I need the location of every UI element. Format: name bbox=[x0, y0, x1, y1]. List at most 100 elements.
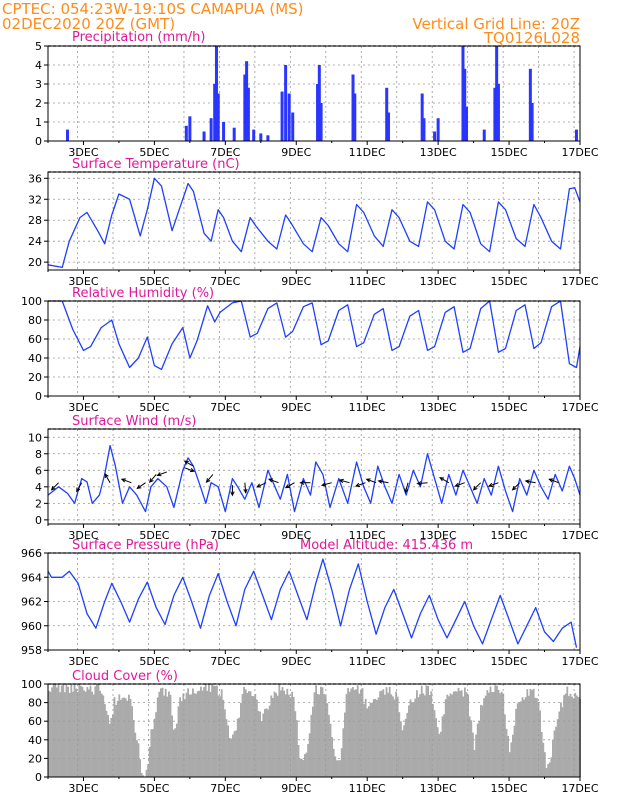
precip-bar bbox=[353, 93, 357, 141]
cloud-column bbox=[123, 697, 125, 777]
cloud-column bbox=[523, 699, 525, 777]
cloud-column bbox=[150, 729, 153, 777]
cloud-column bbox=[398, 712, 401, 777]
x-tick-label: 11DEC bbox=[349, 529, 386, 542]
cloud-column bbox=[249, 691, 252, 777]
cloud-column bbox=[556, 719, 559, 777]
cloud-column bbox=[432, 703, 434, 777]
wind-arrow-head bbox=[205, 478, 211, 483]
cloud-column bbox=[569, 693, 572, 777]
cloud-column bbox=[451, 694, 453, 777]
cloud-column bbox=[388, 686, 391, 777]
cloud-column bbox=[488, 692, 490, 777]
cloud-column bbox=[502, 693, 505, 777]
wind-arrow-head bbox=[354, 482, 361, 487]
cloud-column bbox=[70, 684, 73, 777]
cloud-column bbox=[160, 688, 162, 777]
cloud-column bbox=[344, 712, 346, 777]
cloud-column bbox=[544, 752, 546, 777]
wind-arrows bbox=[50, 460, 559, 497]
x-tick-label: 9DEC bbox=[281, 401, 311, 414]
y-tick-label: 0 bbox=[35, 514, 42, 527]
cloud-column bbox=[196, 691, 199, 777]
x-tick-label: 13DEC bbox=[420, 782, 457, 795]
wind-arrow-shaft bbox=[339, 479, 350, 484]
y-tick-label: 28 bbox=[28, 214, 42, 227]
precip-bar bbox=[246, 87, 250, 141]
panel-title: Relative Humidity (%) bbox=[72, 286, 214, 301]
cloud-column bbox=[513, 725, 516, 777]
y-tick-label: 6 bbox=[35, 464, 42, 477]
cloud-column bbox=[102, 695, 105, 777]
cloud-column bbox=[545, 767, 548, 777]
cloud-column bbox=[505, 728, 508, 777]
x-tick-label: 17DEC bbox=[561, 655, 598, 668]
cloud-column bbox=[136, 740, 138, 777]
cloud-column bbox=[76, 691, 79, 777]
cloud-column bbox=[278, 684, 281, 777]
cloud-column bbox=[371, 702, 373, 777]
cloud-column bbox=[574, 693, 577, 777]
grid bbox=[48, 684, 580, 777]
wind-arrow-shaft bbox=[268, 478, 279, 484]
cloud-column bbox=[182, 693, 185, 777]
cloud-column bbox=[339, 760, 341, 777]
cloud-column bbox=[326, 703, 329, 777]
cloud-column bbox=[272, 697, 274, 777]
y-tick-label: 964 bbox=[21, 571, 42, 584]
cloud-column bbox=[420, 685, 423, 777]
wind-arrow-shaft bbox=[285, 482, 295, 489]
cloud-column bbox=[142, 775, 145, 777]
cloud-column bbox=[190, 694, 193, 777]
y-tick-label: 10 bbox=[28, 431, 42, 444]
y-tick-label: 4 bbox=[35, 59, 42, 72]
wind-arrow-head bbox=[404, 488, 409, 494]
cloud-column bbox=[220, 689, 223, 777]
cloud-column bbox=[227, 725, 229, 777]
plot-frame bbox=[47, 683, 581, 778]
cloud-column bbox=[361, 688, 364, 777]
x-tick-label: 17DEC bbox=[561, 529, 598, 542]
model-code: TQ0126L028 bbox=[483, 29, 580, 47]
wind-arrow-shaft bbox=[417, 482, 428, 485]
series-line bbox=[47, 558, 578, 648]
wind-arrow-head bbox=[365, 478, 371, 483]
cloud-column bbox=[342, 728, 345, 777]
cloud-column bbox=[411, 702, 413, 777]
wind-arrow-shaft bbox=[488, 482, 499, 487]
cloud-column bbox=[425, 685, 428, 777]
cloud-column bbox=[401, 730, 404, 777]
cloud-column bbox=[537, 701, 540, 777]
cloud-column bbox=[443, 714, 445, 777]
cloud-column bbox=[571, 696, 573, 777]
cloud-column bbox=[281, 687, 284, 777]
cloud-column bbox=[84, 691, 87, 777]
wind-arrow-shaft bbox=[184, 467, 195, 472]
x-tick-label: 5DEC bbox=[139, 529, 169, 542]
precip-bar bbox=[188, 116, 192, 141]
cloud-column bbox=[57, 684, 60, 777]
cloud-column bbox=[563, 695, 565, 777]
cloud-column bbox=[548, 762, 551, 777]
cloud-column bbox=[568, 696, 570, 777]
cloud-column bbox=[403, 725, 405, 777]
cloud-column bbox=[259, 711, 261, 777]
cloud-column bbox=[283, 690, 285, 777]
cloud-column bbox=[177, 706, 180, 777]
x-tick-label: 5DEC bbox=[139, 782, 169, 795]
wind-arrow-head bbox=[76, 487, 81, 493]
precip-bar bbox=[420, 93, 424, 141]
precip-bar bbox=[66, 129, 70, 141]
x-tick-label: 7DEC bbox=[210, 655, 240, 668]
precip-bar bbox=[496, 84, 500, 141]
cloud-column bbox=[558, 711, 561, 777]
cloud-column bbox=[368, 706, 370, 777]
cloud-column bbox=[292, 696, 295, 777]
precip-bar bbox=[495, 46, 499, 141]
cloud-column bbox=[452, 691, 455, 777]
precip-bar bbox=[528, 68, 532, 141]
cloud-column bbox=[318, 694, 321, 777]
cloud-column bbox=[347, 687, 349, 777]
plot-area bbox=[48, 46, 580, 141]
cloud-column bbox=[444, 699, 447, 777]
